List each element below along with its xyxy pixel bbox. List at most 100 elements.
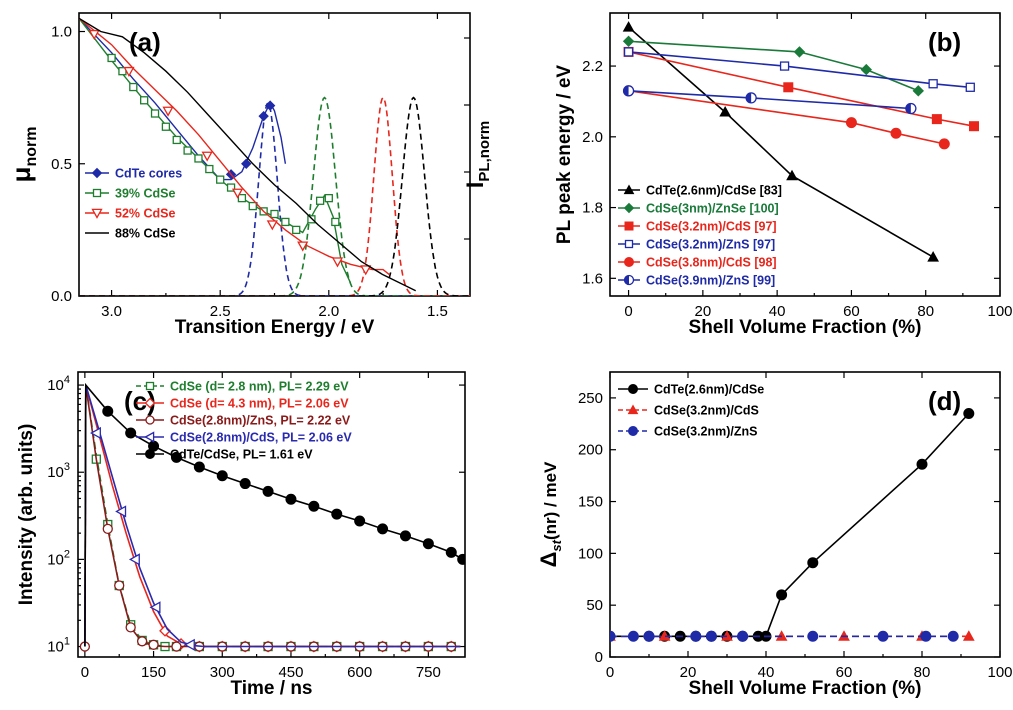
panel-label: (d) [928,386,961,416]
series-a-1 [79,17,352,284]
y-tick-label: 50 [586,597,603,614]
data-point [115,505,127,518]
x-tick-label: 20 [680,664,697,681]
legend-label: CdSe(2.8nm)/CdS, PL= 2.06 eV [170,431,352,445]
data-point [877,630,889,642]
legend-label: CdSe(3.2nm)/CdS [97] [646,220,777,234]
y-tick-label: 200 [578,442,603,459]
pl-peak-curve [79,96,470,296]
legend-marker [627,404,639,415]
x-axis-label: Shell Volume Fraction (%) [689,678,922,699]
data-point [399,530,411,542]
x-axis-d: 0 20 40 60 80 100 [606,372,1013,681]
y-axis-label: PL peak energy / eV [554,65,575,245]
legend-a: CdTe cores 39% CdSe 52% CdSe 88% CdSe [85,167,182,241]
legend-label: CdSe (d= 4.3 nm), PL= 2.06 eV [170,397,349,411]
legend-item: CdSe(3.2nm)/CdS [618,404,759,418]
legend-label: CdTe/CdSe, PL= 1.61 eV [170,448,313,462]
data-point [172,135,181,145]
series-a-3 [79,17,417,292]
legend-marker [145,449,155,459]
data-point [107,53,116,63]
y-tick-label: 102 [47,548,70,568]
data-point [128,553,140,566]
data-point [161,122,171,131]
data-point [445,546,457,558]
y-tick-label: 103 [47,461,70,481]
data-point [281,217,290,227]
series-line [84,384,461,648]
data-point [248,201,257,211]
data-point [170,451,182,463]
x-tick-label: 80 [914,664,931,681]
data-point [237,193,247,203]
data-point [148,639,159,650]
legend-c: CdSe (d= 2.8 nm), PL= 2.29 eV CdSe (d= 4.… [136,380,352,462]
legend-marker [623,202,635,214]
data-point [324,193,333,203]
data-point [623,47,634,57]
series-line [628,90,911,110]
data-point [183,638,195,651]
legend-label: 39% CdSe [115,187,175,201]
data-point [845,117,857,129]
data-point [205,164,214,174]
legend-item: CdSe(3.9nm)/ZnS [99] [618,274,775,288]
legend-label: CdTe(2.6nm)/CdSe [654,383,764,397]
legend-label: 88% CdSe [115,227,175,241]
panel-d: 0 20 40 60 80 100 0 50 100 150 200 250 Shell Volume … [536,371,1013,699]
x-axis-b: 0 20 40 60 80 100 [624,13,1013,320]
legend-label: CdSe(2.8nm)/ZnS, PL= 2.22 eV [170,414,351,428]
data-point [216,470,228,482]
legend-marker [624,257,634,267]
legend-marker [92,188,102,198]
x-axis-label: Shell Volume Fraction (%) [689,317,922,338]
y-axis-b: 1.6 1.8 2.0 2.2 [582,58,1000,287]
legend-marker [145,381,155,391]
panel-a: 3.0 2.5 2.0 1.5 0.0 0.5 1.0 Transition Energy /… [6,12,493,338]
legend-item: CdTe(2.6nm)/CdSe [83] [618,184,782,198]
data-point [745,92,757,104]
data-point [927,251,939,262]
data-point [783,82,794,93]
data-point [928,79,938,89]
data-point [643,630,655,642]
series-b-2 [623,46,979,132]
data-point [860,63,872,76]
data-point [916,458,928,470]
x-tick-label: 2.0 [318,303,339,320]
data-point [627,630,639,642]
series-line [79,17,417,292]
series-line [79,17,287,181]
x-tick-label: 2.5 [210,303,231,320]
x-axis-label: Time / ns [230,678,312,699]
data-point [931,114,942,125]
data-point [162,106,174,117]
y-tick-label: 104 [47,374,70,394]
series-line [79,17,352,284]
y-tick-label: 0.0 [51,288,72,305]
legend-b: CdTe(2.6nm)/CdSe [83] CdSe(3nm)/ZnSe [100… [618,184,782,288]
legend-label: CdTe(2.6nm)/CdSe [83] [646,184,782,198]
x-tick-label: 40 [769,303,786,320]
x-tick-label: 20 [695,303,712,320]
data-point [140,96,149,105]
legend-marker [628,384,638,394]
data-point [786,169,798,181]
data-point [938,138,950,150]
legend-item: 88% CdSe [85,227,175,241]
legend-label: CdSe(3.2nm)/ZnS [654,425,758,439]
series-c-3 [84,384,461,651]
data-point [193,461,205,473]
data-point [114,580,125,591]
y-tick-label: 1.8 [582,200,603,217]
plot-area-a [79,17,470,296]
legend-label: CdTe cores [115,167,182,181]
data-point [194,154,203,163]
data-point [622,35,635,48]
y-tick-label: 101 [47,636,70,656]
y-tick-label: 2.2 [582,58,603,75]
legend-item: CdSe(2.8nm)/CdS, PL= 2.06 eV [136,431,352,445]
series-line [628,90,945,145]
